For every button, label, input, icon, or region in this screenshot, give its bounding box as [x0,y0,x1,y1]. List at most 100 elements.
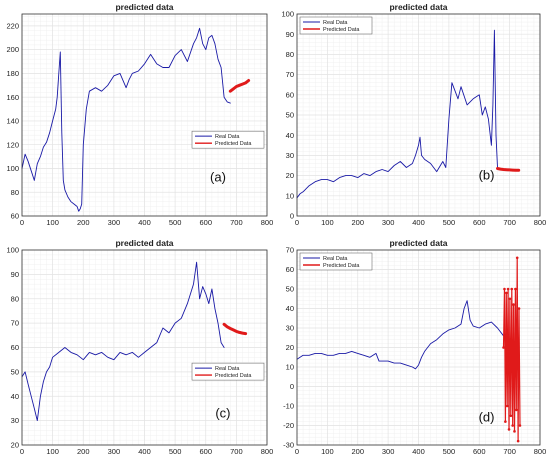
x-tick-label: 800 [534,447,547,456]
panel-label: (c) [215,406,230,421]
predicted-data-point [502,346,505,349]
predicted-data-point [507,428,511,431]
y-tick-label: 30 [11,416,19,425]
x-tick-label: 600 [199,218,212,227]
predicted-data-point [518,424,522,427]
x-tick-label: 500 [169,447,182,456]
predicted-data-point [509,414,513,418]
chart-panel-4: 0 100 200 300 400 500 600 700 800 -30 -20 -10 0 10 20 3… [283,238,546,456]
x-tick-label: 300 [382,218,395,227]
chart-title: predicted data [115,238,173,248]
legend-label: Predicted Data [215,141,252,147]
x-tick-label: 200 [351,218,364,227]
real-data-line [296,29,498,199]
y-tick-label: 100 [6,164,19,173]
y-tick-label: 60 [11,212,19,221]
panel-label: (d) [479,410,495,425]
x-tick-label: 600 [473,218,486,227]
y-tick-label: 90 [11,270,19,279]
x-tick-label: 200 [77,218,90,227]
y-tick-label: 80 [286,50,294,59]
x-tick-label: 500 [169,218,182,227]
real-data-line [21,261,225,422]
legend-label: Real Data [323,256,348,262]
legend-box [191,362,265,381]
chart-title: predicted data [115,2,173,12]
legend-label: Predicted Data [323,27,360,33]
x-tick-label: 0 [295,218,299,227]
predicted-data-point [515,408,518,412]
x-tick-label: 500 [443,218,456,227]
x-tick-label: 100 [321,447,334,456]
y-tick-label: 60 [286,90,294,99]
x-tick-label: 700 [230,447,243,456]
axes-frame [21,249,268,446]
axes-frame [296,13,541,217]
x-tick-label: 800 [261,447,274,456]
x-tick-label: 600 [199,447,212,456]
x-tick-label: 200 [77,447,90,456]
x-tick-label: 400 [138,218,151,227]
predicted-data-point [511,424,514,427]
predicted-data-line [228,79,251,93]
x-tick-label: 0 [20,218,24,227]
predicted-data-point [505,404,509,408]
x-tick-label: 600 [473,447,486,456]
x-tick-label: 800 [534,218,547,227]
y-tick-label: -10 [283,402,294,411]
y-tick-label: 80 [11,188,19,197]
y-tick-label: 90 [286,30,294,39]
x-tick-label: 0 [295,447,299,456]
panel-label: (b) [479,168,495,183]
x-tick-label: 800 [261,218,274,227]
x-tick-label: 500 [443,447,456,456]
predicted-data-point [510,287,514,291]
y-tick-label: 100 [6,246,19,255]
y-tick-label: 140 [6,117,19,126]
chart-panel-1: 0 100 200 300 400 500 600 700 800 60 80 100 120 140 16… [6,2,273,227]
predicted-data-point [504,420,507,423]
predicted-data-point [504,291,508,295]
y-tick-label: 0 [290,382,294,391]
x-tick-label: 400 [412,447,425,456]
x-tick-label: 100 [46,218,59,227]
y-tick-label: 40 [286,131,294,140]
legend-box [299,16,373,35]
y-tick-label: 10 [286,363,294,372]
y-tick-label: 70 [286,246,294,255]
y-tick-label: 50 [11,367,19,376]
y-tick-label: 20 [286,343,294,352]
axes-frame [21,13,268,217]
real-data-line [21,27,231,212]
legend-label: Real Data [215,366,240,372]
y-tick-label: 180 [6,69,19,78]
y-tick-label: 0 [290,212,294,221]
y-tick-label: 200 [6,45,19,54]
y-tick-label: 10 [286,191,294,200]
chart-title: predicted data [389,2,447,12]
predicted-data-point [512,303,515,306]
y-tick-label: 40 [11,392,19,401]
x-tick-label: 400 [138,447,151,456]
x-tick-label: 700 [503,447,516,456]
chart-panel-3: 0 100 200 300 400 500 600 700 800 20 30 40 50 60 70 80 9… [6,238,273,456]
x-tick-label: 700 [503,218,516,227]
y-tick-label: 50 [286,285,294,294]
predicted-data-line [496,167,521,172]
legend-box [299,252,373,271]
y-tick-label: 20 [11,441,19,450]
y-tick-label: -20 [283,421,294,430]
predicted-data-point [516,439,520,443]
y-tick-label: 30 [286,151,294,160]
axes-frame [296,249,541,446]
y-tick-label: 30 [286,324,294,333]
legend-label: Real Data [323,20,348,26]
real-data-line [296,300,504,370]
x-tick-label: 0 [20,447,24,456]
legend-label: Real Data [215,134,240,140]
